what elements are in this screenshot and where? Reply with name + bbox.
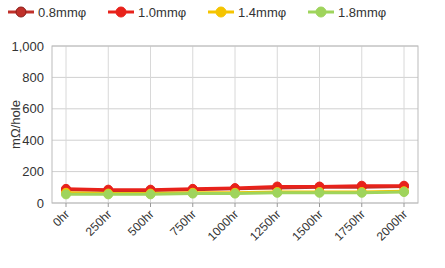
x-grid-line <box>235 46 236 203</box>
series-marker <box>357 188 366 197</box>
series-marker <box>400 187 409 196</box>
series-marker <box>273 188 282 197</box>
x-tick <box>404 203 405 207</box>
x-grid-line <box>150 46 151 203</box>
x-tick <box>277 203 278 207</box>
series-marker <box>315 188 324 197</box>
x-tick <box>66 203 67 207</box>
x-grid-line <box>108 46 109 203</box>
plot-frame <box>52 46 418 203</box>
y-axis-label: mΩ/hole <box>8 100 23 149</box>
y-tick-label: 0 <box>37 196 44 211</box>
y-tick-label: 600 <box>22 101 44 116</box>
x-tick-label: 0hr <box>50 207 72 229</box>
series-marker <box>104 189 113 198</box>
x-tick <box>150 203 151 207</box>
series-marker <box>231 188 240 197</box>
series-marker <box>357 188 366 197</box>
y-tick-label: 1,000 <box>11 39 44 54</box>
x-grid-line <box>404 46 405 203</box>
x-tick <box>361 203 362 207</box>
legend-marker <box>116 7 126 17</box>
series-marker <box>62 190 71 199</box>
x-tick <box>108 203 109 207</box>
series-marker <box>273 188 282 197</box>
x-tick-label: 1250hr <box>247 207 283 243</box>
series-marker <box>400 188 409 197</box>
legend-marker <box>216 7 226 17</box>
x-tick <box>192 203 193 207</box>
legend-marker <box>316 7 326 17</box>
legend-marker <box>16 7 26 17</box>
series-marker <box>188 188 197 197</box>
series-marker <box>146 189 155 198</box>
x-tick <box>235 203 236 207</box>
legend-label: 1.0mmφ <box>138 5 186 20</box>
x-grid-line <box>66 46 67 203</box>
legend-label: 1.4mmφ <box>238 5 286 20</box>
x-grid-line <box>277 46 278 203</box>
x-tick <box>319 203 320 207</box>
y-tick-label: 200 <box>22 164 44 179</box>
x-grid-line <box>361 46 362 203</box>
x-tick-label: 750hr <box>167 207 199 239</box>
series-marker <box>231 189 240 198</box>
series-marker <box>146 190 155 199</box>
chart: 0 200 400 600 800 1,000 mΩ/hole 0hr 250hr 500hr 75… <box>0 0 445 268</box>
x-tick-label: 1750hr <box>332 207 368 243</box>
x-grid-line <box>319 46 320 203</box>
x-tick-label: 2000hr <box>374 207 410 243</box>
legend-label: 0.8mmφ <box>38 5 86 20</box>
y-tick-label: 400 <box>22 133 44 148</box>
x-tick-label: 500hr <box>125 207 157 239</box>
x-tick-label: 250hr <box>83 207 115 239</box>
y-tick-label: 800 <box>22 70 44 85</box>
data-group <box>62 181 409 199</box>
x-tick-label: 1500hr <box>289 207 325 243</box>
series-marker <box>188 189 197 198</box>
series-marker <box>315 188 324 197</box>
x-grid-line <box>192 46 193 203</box>
legend-label: 1.8mmφ <box>338 5 386 20</box>
x-tick-label: 1000hr <box>205 207 241 243</box>
series-marker <box>104 190 113 199</box>
